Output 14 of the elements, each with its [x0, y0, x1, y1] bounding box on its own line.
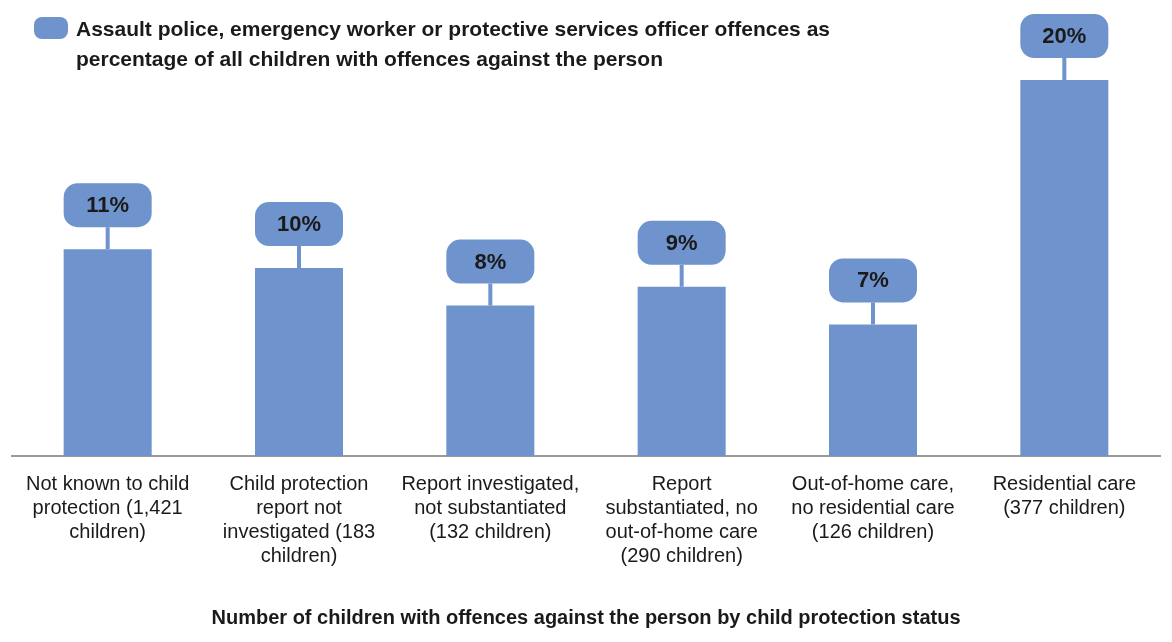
x-tick-label: Child protection report not investigated (183 children) — [222, 471, 376, 566]
x-tick-label: Report investigated, not substantiated (132 children) — [401, 471, 580, 542]
data-label: 9% — [665, 229, 698, 255]
x-tick-label: Report substantiated, no out-of-home care (290 children) — [605, 471, 758, 566]
data-label: 20% — [1042, 23, 1087, 49]
data-label: 7% — [857, 267, 889, 293]
data-label: 10% — [276, 211, 322, 237]
legend-label: Assault police, emergency worker or protective services officer offences as percentage of all children with offences against the person — [76, 16, 831, 72]
x-axis-title: Number of children with offences against the person by child protection status — [211, 605, 961, 628]
data-label: 11% — [86, 192, 130, 218]
data-label: 8% — [474, 248, 507, 274]
x-tick-label: Not known to child protection (1,421 children) — [25, 471, 190, 542]
x-tick-label: Residential care (377 children) — [992, 471, 1137, 518]
x-tick-label: Out-of-home care, no residential care (126 children) — [791, 471, 955, 542]
